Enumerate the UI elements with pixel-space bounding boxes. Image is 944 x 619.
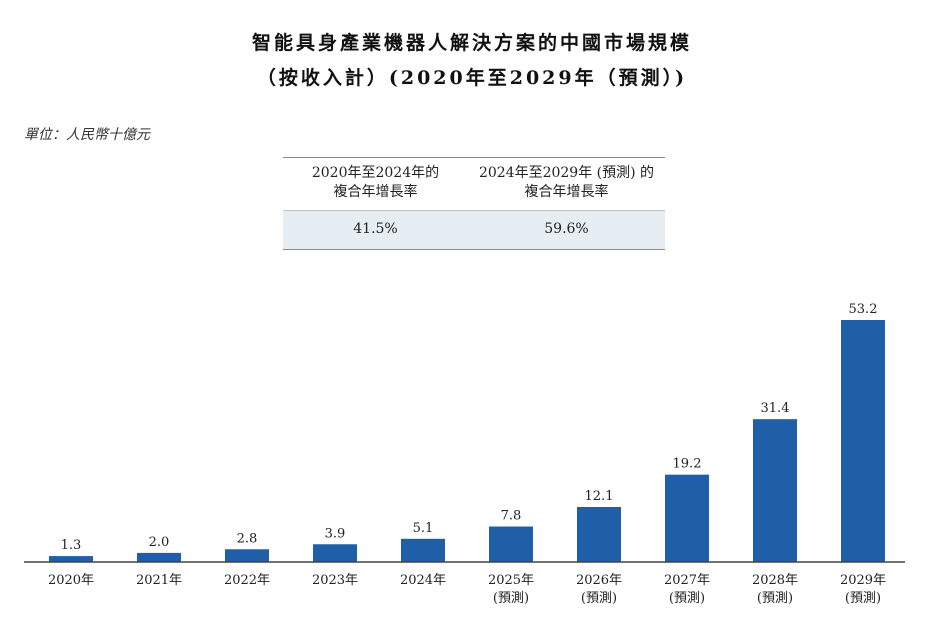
value-label-6: 12.1 <box>585 489 614 504</box>
cagr-header-2024-2029-line1: 2024年至2029年 (預測) 的 <box>478 165 655 181</box>
bar-3 <box>313 544 357 562</box>
unit-label: 單位：人民幣十億元 <box>24 127 150 143</box>
value-label-0: 1.3 <box>61 538 82 553</box>
value-label-1: 2.0 <box>149 535 170 550</box>
bar-0 <box>49 556 93 562</box>
x-tick-sublabel-7: (預測) <box>669 591 705 606</box>
cagr-header-2024-2029-line2: 複合年增長率 <box>524 184 609 200</box>
x-tick-label-5: 2025年 <box>488 573 534 588</box>
cagr-header-row: 2020年至2024年的 複合年增長率 2024年至2029年 (預測) 的 複… <box>283 158 665 210</box>
chart-subtitle: （按收入計）(2020年至2029年（預測）) <box>256 67 688 89</box>
x-tick-label-6: 2026年 <box>576 573 622 588</box>
cagr-table: 2020年至2024年的 複合年增長率 2024年至2029年 (預測) 的 複… <box>283 157 665 250</box>
value-label-8: 31.4 <box>761 401 790 416</box>
cagr-header-2020-2024: 2020年至2024年的 複合年增長率 <box>283 158 468 210</box>
x-tick-sublabel-8: (預測) <box>757 591 793 606</box>
x-tick-label-7: 2027年 <box>664 573 710 588</box>
x-tick-label-1: 2021年 <box>136 573 182 588</box>
chart-title: 智能具身產業機器人解決方案的中國市場規模 <box>251 32 692 54</box>
cagr-value-2020-2024: 41.5% <box>353 221 398 237</box>
value-label-5: 7.8 <box>501 509 522 524</box>
bar-9 <box>841 320 885 562</box>
bar-4 <box>401 538 445 562</box>
bar-7 <box>665 474 709 562</box>
x-tick-label-2: 2022年 <box>224 573 270 588</box>
cagr-value-2024-2029: 59.6% <box>544 221 589 237</box>
x-tick-label-9: 2029年 <box>840 573 886 588</box>
value-label-2: 2.8 <box>237 531 258 546</box>
x-tick-sublabel-9: (預測) <box>845 591 881 606</box>
x-tick-sublabel-6: (預測) <box>581 591 617 606</box>
x-tick-label-0: 2020年 <box>48 573 94 588</box>
cagr-header-2020-2024-line2: 複合年增長率 <box>333 184 418 200</box>
x-tick-label-8: 2028年 <box>752 573 798 588</box>
x-tick-label-4: 2024年 <box>400 573 446 588</box>
bar-6 <box>577 506 621 562</box>
value-label-3: 3.9 <box>325 526 346 541</box>
value-label-7: 19.2 <box>673 457 702 472</box>
cagr-header-2020-2024-line1: 2020年至2024年的 <box>311 165 440 181</box>
bar-1 <box>137 552 181 562</box>
value-label-4: 5.1 <box>413 521 434 536</box>
x-tick-sublabel-5: (預測) <box>493 591 529 606</box>
cagr-header-2024-2029: 2024年至2029年 (預測) 的 複合年增長率 <box>468 158 665 210</box>
bar-5 <box>489 526 533 562</box>
bar-group: 1.3 2020年 2.0 2021年 2.8 2022年 3.9 2023年 5.1 2024年… <box>48 302 886 606</box>
x-tick-label-3: 2023年 <box>312 573 358 588</box>
cagr-value-row: 41.5% 59.6% <box>283 210 665 249</box>
value-label-9: 53.2 <box>849 302 878 317</box>
bar-8 <box>753 419 797 562</box>
bar-2 <box>225 549 269 562</box>
